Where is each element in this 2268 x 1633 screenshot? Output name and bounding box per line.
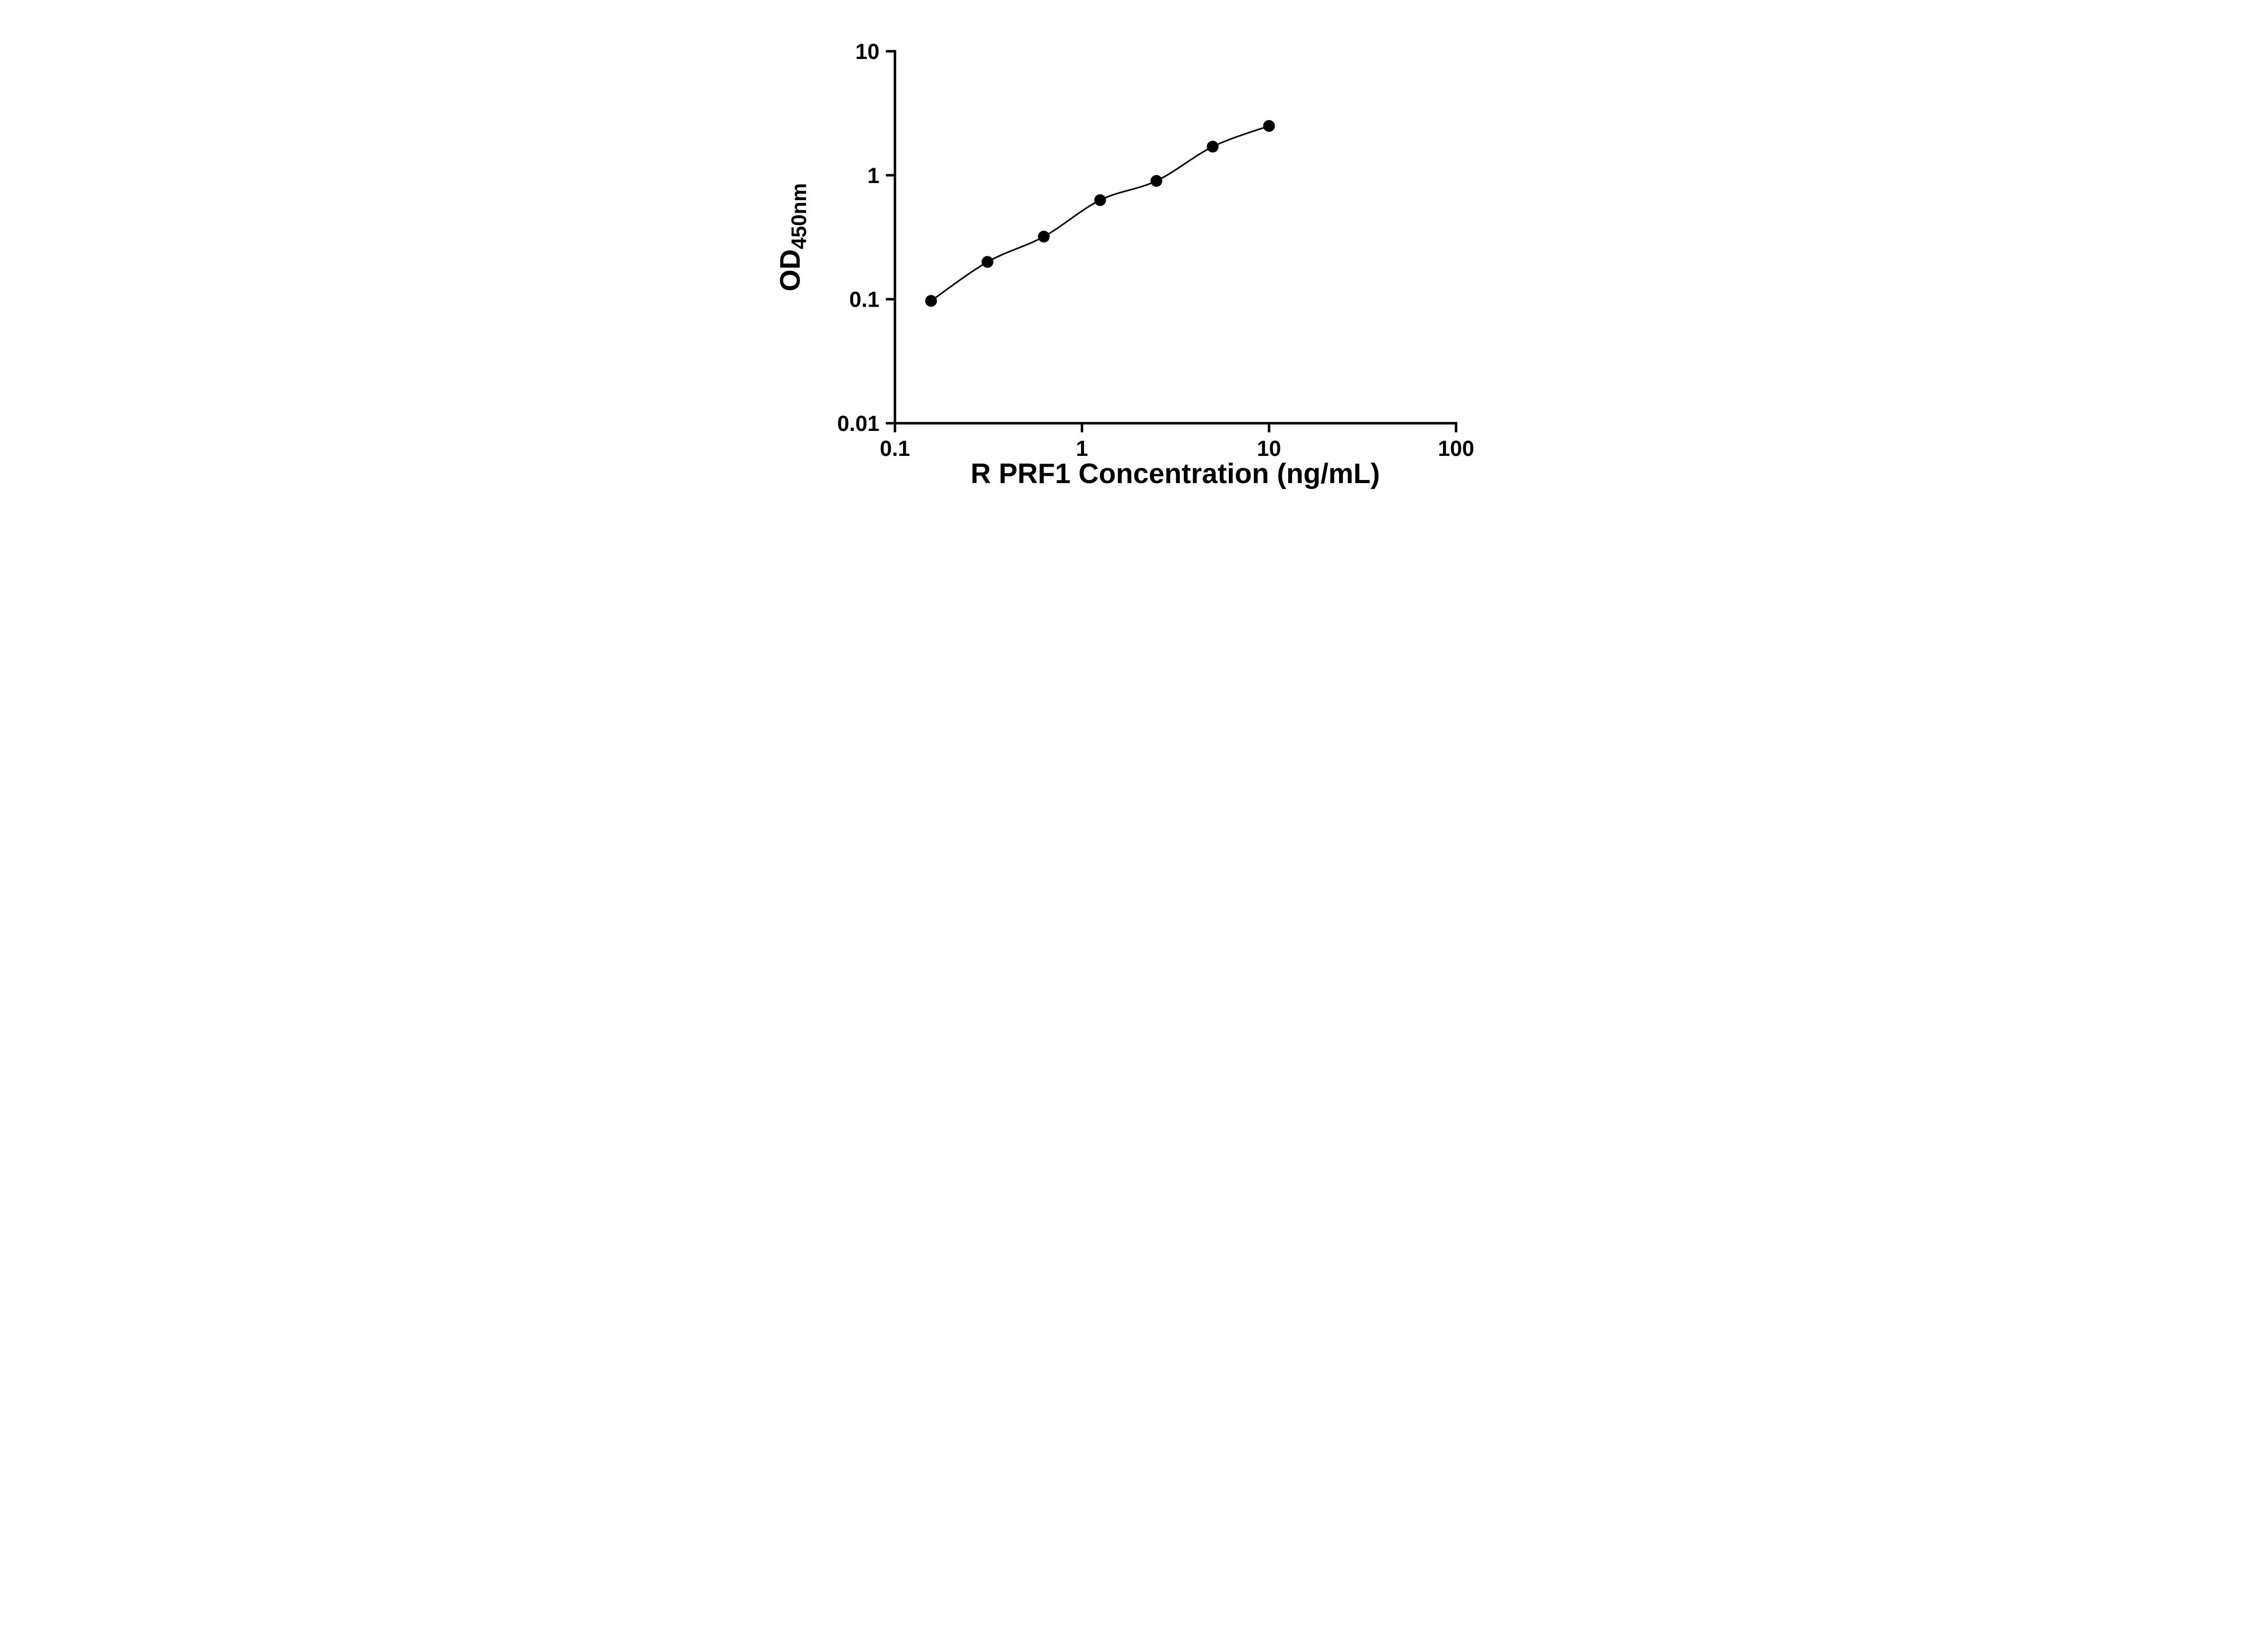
y-tick-label: 0.1 xyxy=(849,288,880,312)
x-tick-label: 0.1 xyxy=(880,437,910,461)
x-tick-label: 100 xyxy=(1438,437,1474,461)
y-tick-label: 0.01 xyxy=(837,412,880,436)
data-point xyxy=(925,295,937,307)
standard-curve-chart: 0.1 1 10 100 0.01 0.1 1 10 R PRF1 Concentration… xyxy=(745,0,1523,544)
y-axis-title-subscript: 450nm xyxy=(787,183,811,249)
fit-curve xyxy=(930,125,1270,302)
data-point xyxy=(1150,175,1163,187)
data-point xyxy=(1263,120,1275,132)
chart-page: 0.1 1 10 100 0.01 0.1 1 10 R PRF1 Concentration… xyxy=(0,0,2268,544)
data-point xyxy=(1207,141,1219,153)
x-tick-label: 1 xyxy=(1076,437,1088,461)
y-tick-label: 1 xyxy=(867,164,880,188)
x-tick-label: 10 xyxy=(1257,437,1281,461)
y-tick-label: 10 xyxy=(855,40,880,64)
data-point xyxy=(1094,194,1106,206)
y-axis-title-main: OD xyxy=(775,249,806,291)
data-point xyxy=(1038,230,1050,243)
x-axis-title: R PRF1 Concentration (ng/mL) xyxy=(971,458,1380,489)
y-axis-title: OD450nm xyxy=(775,183,811,292)
axes xyxy=(894,50,1457,425)
data-point xyxy=(982,256,993,268)
